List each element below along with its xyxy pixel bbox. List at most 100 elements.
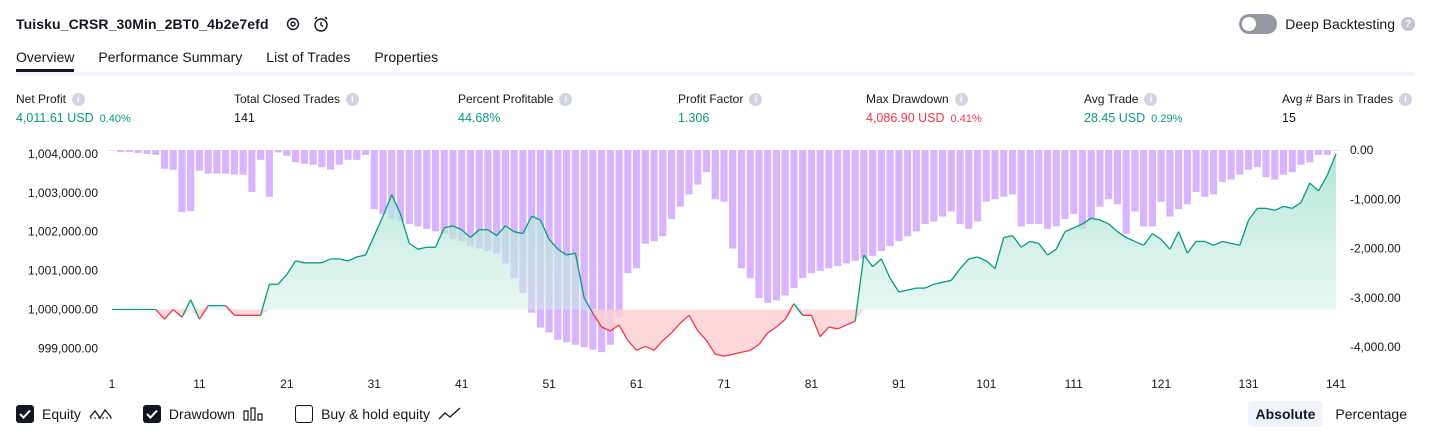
equity-segment — [627, 340, 638, 351]
help-icon[interactable]: ? — [1401, 17, 1415, 31]
drawdown-bar — [466, 150, 475, 247]
drawdown-bar — [1166, 150, 1174, 217]
drawdown-bar — [650, 150, 658, 242]
equity-segment — [662, 332, 672, 342]
metric-value: 15 — [1282, 111, 1296, 125]
drawdown-bar — [222, 150, 230, 174]
tab-list-of-trades[interactable]: List of Trades — [266, 49, 351, 65]
info-icon[interactable]: i — [749, 92, 763, 106]
metric-value: 28.45 USD — [1084, 111, 1146, 125]
equity-segment — [749, 343, 760, 351]
info-icon[interactable]: i — [346, 92, 360, 106]
settings-icon[interactable] — [283, 14, 303, 34]
drawdown-bar — [1052, 150, 1060, 227]
drawdown-bar — [152, 150, 160, 155]
metric-percent: 0.41% — [950, 113, 982, 125]
x-axis-tick: 111 — [1065, 377, 1084, 391]
drawdown-bar — [335, 150, 343, 165]
metric-label: Profit Factor — [678, 92, 744, 106]
equity-segment — [172, 309, 183, 318]
info-icon[interactable]: i — [559, 92, 573, 106]
equity-segment — [872, 258, 882, 268]
info-icon[interactable]: i — [1399, 92, 1413, 106]
drawdown-bar — [615, 150, 623, 318]
equity-segment — [776, 318, 786, 328]
equity-segment — [1117, 231, 1127, 239]
equity-segment — [784, 303, 795, 320]
info-icon[interactable]: i — [1144, 92, 1158, 106]
equity-segment — [1020, 240, 1031, 248]
drawdown-bar — [265, 150, 273, 197]
percentage-button[interactable]: Percentage — [1335, 406, 1407, 422]
drawdown-bar — [423, 150, 431, 229]
drawdown-bar — [283, 150, 291, 156]
equity-segment — [977, 256, 987, 262]
drawdown-bar — [1183, 150, 1191, 205]
drawdown-bar — [1332, 150, 1340, 151]
chart-legend: Equity Drawdown Buy & hold equity — [16, 403, 492, 425]
equity-segment — [1222, 240, 1232, 244]
left-axis-tick: 1,004,000.00 — [28, 147, 98, 161]
x-axis: 1 11 21 31 41 51 61 71 81 91 101 111 121 131 141 — [109, 377, 1347, 391]
add-alert-icon[interactable] — [311, 14, 331, 34]
deep-backtesting-toggle[interactable] — [1239, 14, 1278, 34]
legend-equity[interactable]: Equity — [16, 405, 113, 423]
x-axis-tick: 51 — [542, 377, 556, 391]
x-axis-tick: 41 — [455, 377, 469, 391]
drawdown-bar — [1035, 150, 1043, 224]
equity-segment — [1055, 231, 1066, 250]
drawdown-bar — [877, 150, 885, 252]
equity-segment — [1108, 223, 1118, 233]
drawdown-bar — [458, 150, 466, 242]
drawdown-bar — [580, 150, 588, 348]
equity-segment — [444, 225, 454, 229]
drawdown-bar — [676, 150, 684, 207]
drawdown-bar — [344, 150, 352, 160]
equity-segment — [408, 242, 419, 250]
legend-buy-hold-equity[interactable]: Buy & hold equity — [295, 405, 462, 423]
x-axis-tick: 71 — [717, 377, 731, 391]
x-axis-tick: 91 — [892, 377, 906, 391]
tab-performance-summary[interactable]: Performance Summary — [98, 49, 243, 65]
drawdown-checkbox[interactable] — [142, 405, 161, 423]
absolute-button[interactable]: Absolute — [1247, 401, 1324, 427]
equity-segment — [339, 258, 349, 262]
deep-backtesting-label: Deep Backtesting — [1285, 16, 1395, 32]
equity-drawdown-chart[interactable]: 1,004,000.00 1,003,000.00 1,002,000.00 1,00… — [0, 140, 1431, 395]
equity-segment — [688, 315, 699, 332]
drawdown-bar — [904, 150, 912, 237]
drawdown-bar — [239, 150, 247, 175]
equity-segment — [907, 287, 917, 291]
equity-segment — [1143, 233, 1153, 246]
equity-segment — [514, 231, 524, 235]
equity-segment — [461, 229, 471, 239]
info-icon[interactable]: i — [954, 92, 968, 106]
drawdown-bar — [956, 150, 964, 224]
drawdown-bar — [195, 150, 204, 171]
metric-value: 141 — [234, 111, 255, 125]
drawdown-bar — [973, 150, 982, 222]
drawdown-bar — [361, 150, 370, 155]
equity-checkbox[interactable] — [16, 405, 34, 423]
drawdown-bar — [1113, 150, 1122, 205]
equity-segment — [574, 252, 585, 298]
info-icon[interactable]: i — [72, 92, 86, 106]
drawdown-bar — [851, 150, 859, 261]
metric-net-profit: Net Profit i 4,011.61 USD 0.40% — [16, 92, 131, 125]
drawdown-bar — [1070, 150, 1078, 215]
drawdown-bar — [1026, 150, 1034, 224]
drawdown-bar — [1201, 150, 1209, 197]
buy-hold-checkbox[interactable] — [295, 405, 314, 423]
equity-segment — [181, 299, 192, 318]
tab-properties[interactable]: Properties — [374, 49, 439, 65]
value-mode-switch: Absolute Percentage — [1244, 401, 1416, 427]
drawdown-bar — [965, 150, 973, 229]
drawdown-bar — [1061, 150, 1069, 220]
tab-overview[interactable]: Overview — [16, 44, 75, 72]
equity-segment — [548, 239, 559, 250]
legend-drawdown[interactable]: Drawdown — [142, 405, 265, 423]
equity-segment — [819, 326, 830, 338]
equity-segment — [898, 289, 908, 293]
drawdown-bar — [772, 150, 781, 301]
drawdown-bar — [204, 150, 212, 174]
